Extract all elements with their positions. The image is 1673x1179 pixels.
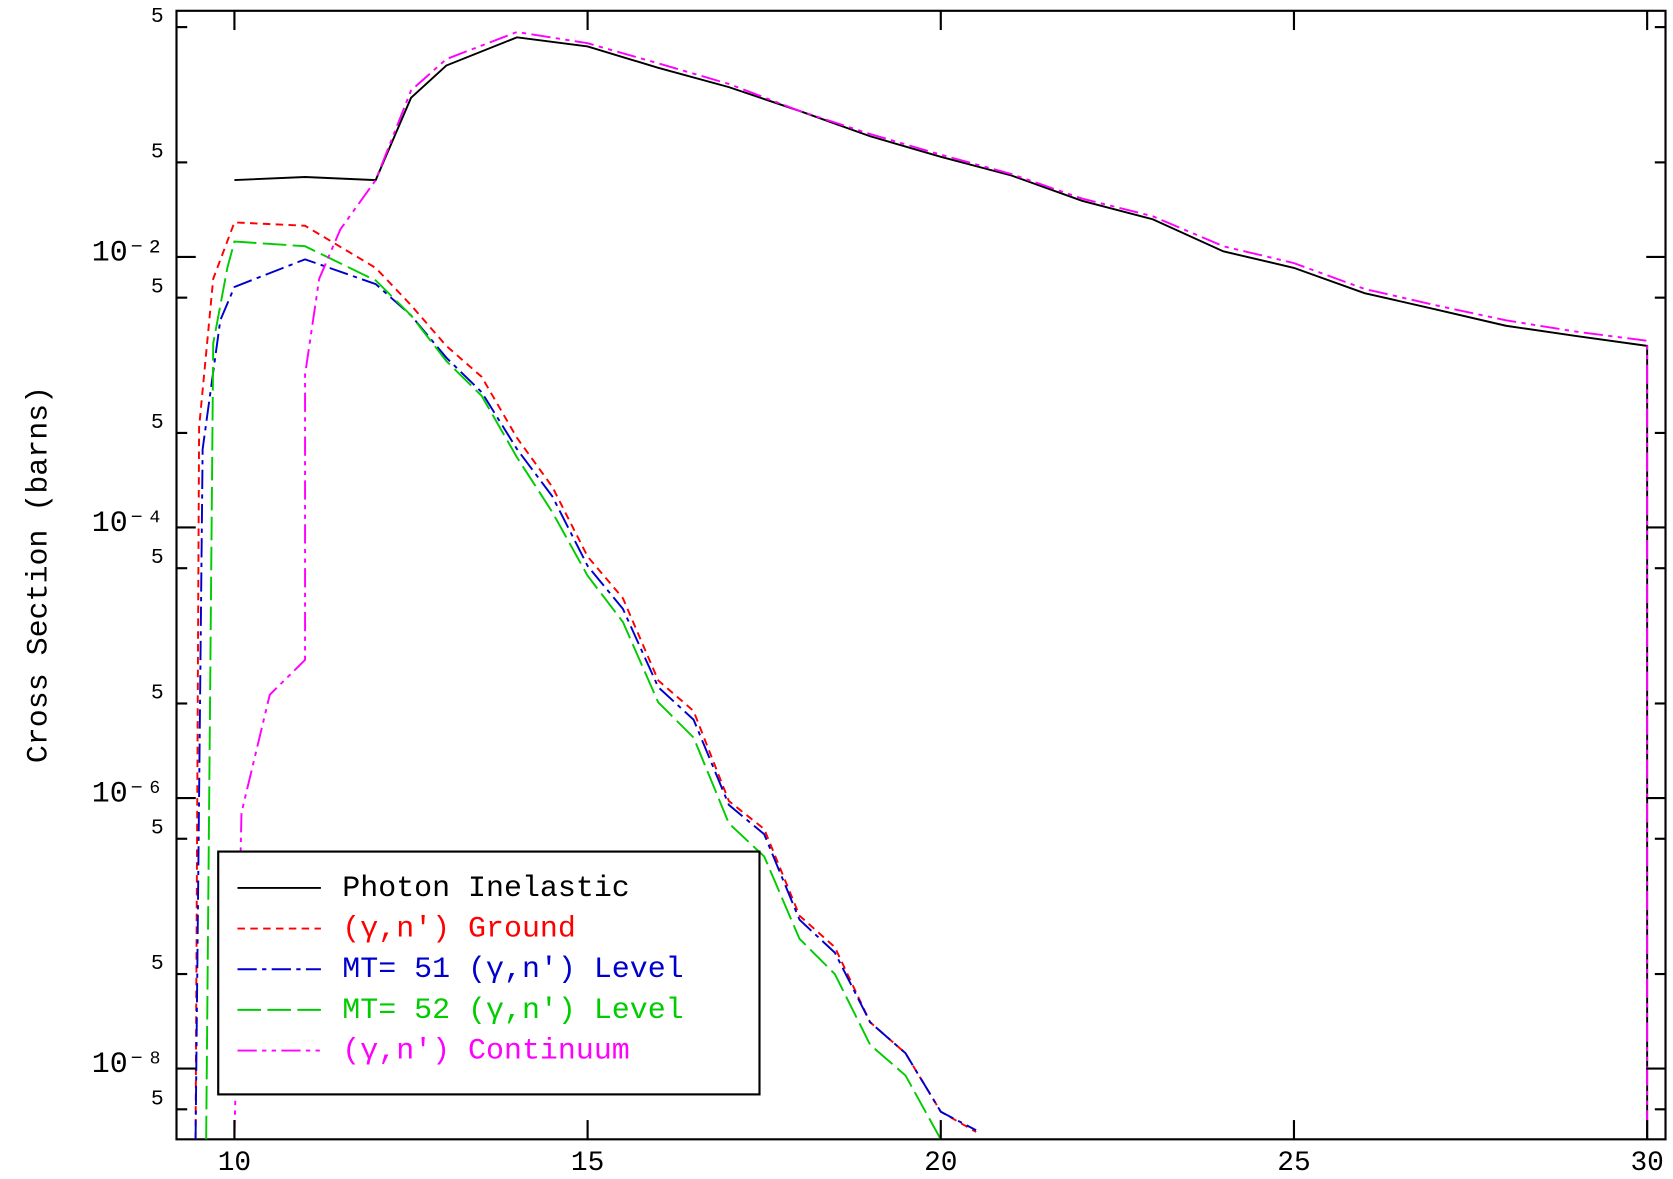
series-line	[194, 221, 977, 1140]
legend-label: Photon Inelastic	[342, 871, 629, 905]
legend-label: (γ,n') Continuum	[342, 1033, 629, 1067]
legend-box	[217, 850, 761, 1096]
legend-label: MT= 52 (γ,n') Level	[342, 993, 683, 1027]
x-tick-label: 25	[1277, 1148, 1310, 1179]
x-tick-label: 10	[218, 1148, 251, 1179]
y-tick-label: 5	[151, 276, 164, 300]
legend-label: (γ,n') Ground	[342, 911, 576, 945]
y-tick-label: 5	[151, 411, 164, 435]
series-layer	[194, 31, 1649, 1140]
plot-frame	[175, 9, 1667, 1141]
x-tick-label: 15	[571, 1148, 604, 1179]
y-tick-label: 10⁻⁶	[92, 777, 164, 811]
y-tick-label: 10⁻²	[92, 236, 164, 270]
y-tick-label: 5	[151, 5, 164, 29]
y-tick-label: 5	[151, 952, 164, 976]
y-tick-label: 10⁻⁸	[92, 1047, 164, 1081]
y-tick-label: 10⁻⁴	[92, 506, 164, 540]
y-tick-label: 5	[151, 546, 164, 570]
y-axis-label: Cross Section (barns)	[21, 386, 55, 763]
series-line	[234, 36, 1649, 1140]
series-line	[205, 240, 942, 1140]
y-tick-label: 5	[151, 1087, 164, 1111]
x-tick-label: 30	[1630, 1148, 1663, 1179]
series-line	[194, 258, 977, 1140]
x-tick-label: 20	[924, 1148, 957, 1179]
y-tick-label: 5	[151, 681, 164, 705]
y-tick-label: 5	[151, 140, 164, 164]
y-tick-label: 5	[151, 817, 164, 841]
legend-label: MT= 51 (γ,n') Level	[342, 952, 683, 986]
